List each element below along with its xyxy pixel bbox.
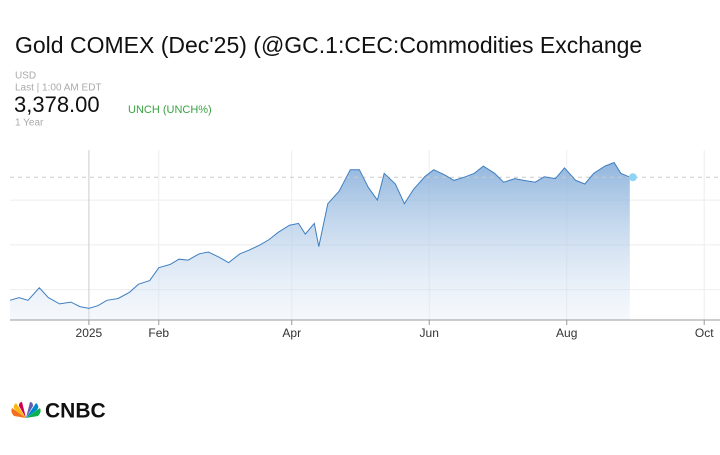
plot-area: 2025 Feb Apr Jun Aug Oct: [9, 150, 720, 340]
x-tick-label: Aug: [556, 326, 577, 340]
price: 3,378.00: [14, 92, 100, 117]
x-tick-label: 2025: [76, 326, 103, 340]
change: UNCH (UNCH%): [128, 104, 212, 116]
x-tick-label: Jun: [420, 326, 439, 340]
area: [10, 162, 630, 320]
x-tick-label: Feb: [148, 326, 169, 340]
last-time: Last | 1:00 AM EDT: [15, 83, 102, 94]
x-tick-label: Oct: [695, 326, 714, 340]
period: 1 Year: [15, 118, 44, 129]
currency: USD: [15, 71, 36, 82]
logo-text: CNBC: [45, 400, 106, 423]
last-point: [628, 173, 637, 182]
title: Gold COMEX (Dec'25) (@GC.1:CEC:Commoditi…: [15, 32, 642, 58]
logo-peacock: [11, 402, 41, 418]
line: [9, 161, 630, 309]
x-tick-label: Apr: [282, 326, 301, 340]
